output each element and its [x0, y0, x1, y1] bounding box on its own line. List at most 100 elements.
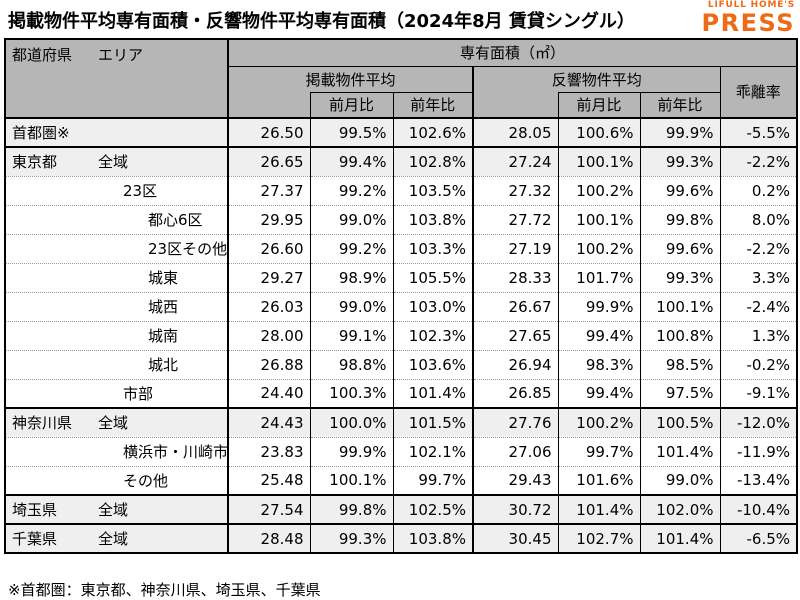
press-logo: LIFULL HOME'S PRESS — [702, 0, 795, 36]
area-label: 全域 — [98, 530, 129, 548]
listed-mom-cell: 99.9% — [309, 436, 394, 466]
deviation-cell: -10.4% — [719, 494, 798, 524]
deviation-cell: -13.4% — [719, 465, 798, 495]
table-row: 神奈川県 全域 24.43 100.0% 101.5% 27.76 100.2% … — [4, 407, 798, 437]
header-response-mom: 前月比 — [557, 91, 641, 119]
response-avg-cell: 28.33 — [472, 262, 559, 292]
response-mom-cell: 102.7% — [557, 523, 641, 553]
listed-yoy-cell: 103.8% — [392, 523, 474, 553]
response-mom-cell: 99.7% — [557, 436, 641, 466]
response-mom-cell: 100.1% — [557, 204, 641, 234]
listed-mom-cell: 99.2% — [309, 175, 394, 205]
area-label: 23区その他 — [148, 240, 228, 258]
header-row-1: 都道府県 エリア 専有面積（㎡） — [4, 38, 798, 119]
table-row: 城東 29.27 98.9% 105.5% 28.33 101.7% 99.3%… — [4, 262, 798, 292]
table-row: 横浜市・川崎市 23.83 99.9% 102.1% 27.06 99.7% 1… — [4, 436, 798, 466]
response-yoy-cell: 100.5% — [639, 407, 721, 437]
deviation-cell: -5.5% — [719, 117, 798, 147]
listed-avg-cell: 26.60 — [227, 233, 311, 263]
response-mom-cell: 100.2% — [557, 233, 641, 263]
listed-avg-cell: 26.65 — [227, 146, 311, 176]
prefecture-label: 神奈川県 — [12, 414, 73, 433]
area-cell: 城北 — [4, 349, 229, 379]
listed-avg-cell: 24.43 — [227, 407, 311, 437]
data-table-container: 都道府県 エリア 専有面積（㎡） 掲載物件平均 反響物件平均 乖離率 前月比 前年… — [4, 38, 799, 554]
response-avg-cell: 26.85 — [472, 378, 559, 408]
area-label: 横浜市・川崎市 — [123, 443, 228, 461]
area-cell: 神奈川県 全域 — [4, 407, 229, 437]
area-cell: 市部 — [4, 378, 229, 408]
header-listed-yoy: 前年比 — [392, 91, 474, 119]
listed-yoy-cell: 103.3% — [392, 233, 474, 263]
deviation-cell: -12.0% — [719, 407, 798, 437]
listed-avg-cell: 26.88 — [227, 349, 311, 379]
response-yoy-cell: 99.0% — [639, 465, 721, 495]
response-avg-cell: 26.67 — [472, 291, 559, 321]
deviation-cell: -11.9% — [719, 436, 798, 466]
logo-brand-text: LIFULL HOME'S — [707, 0, 795, 10]
response-yoy-cell: 99.8% — [639, 204, 721, 234]
listed-avg-cell: 29.95 — [227, 204, 311, 234]
area-cell: 横浜市・川崎市 — [4, 436, 229, 466]
deviation-cell: -2.2% — [719, 233, 798, 263]
listed-yoy-cell: 102.5% — [392, 494, 474, 524]
deviation-cell: 3.3% — [719, 262, 798, 292]
prefecture-label: 埼玉県 — [12, 501, 58, 519]
header-area-label: エリア — [98, 46, 144, 64]
table-row: 埼玉県 全域 27.54 99.8% 102.5% 30.72 101.4% 10… — [4, 494, 798, 524]
response-yoy-cell: 99.3% — [639, 262, 721, 292]
header-response-group: 反響物件平均 — [472, 65, 721, 92]
listed-yoy-cell: 105.5% — [392, 262, 474, 292]
header-listed-mom: 前月比 — [309, 91, 394, 119]
response-yoy-cell: 99.3% — [639, 146, 721, 176]
area-label: 全域 — [98, 153, 129, 172]
response-yoy-cell: 99.6% — [639, 175, 721, 205]
listed-mom-cell: 99.5% — [309, 117, 394, 147]
response-mom-cell: 99.4% — [557, 320, 641, 350]
area-label: 市部 — [123, 384, 154, 403]
listed-yoy-cell: 103.6% — [392, 349, 474, 379]
area-cell: 城南 — [4, 320, 229, 350]
listed-mom-cell: 98.8% — [309, 349, 394, 379]
response-yoy-cell: 99.6% — [639, 233, 721, 263]
listed-avg-cell: 26.50 — [227, 117, 311, 147]
header-prefecture-area: 都道府県 エリア — [4, 38, 229, 119]
header-response-yoy: 前年比 — [639, 91, 721, 119]
area-cell: 首都圏※ — [4, 117, 229, 147]
response-avg-cell: 27.24 — [472, 146, 559, 176]
header-row-3: 前月比 前年比 前月比 前年比 — [5, 91, 797, 119]
response-avg-cell: 27.32 — [472, 175, 559, 205]
table-row: 23区 27.37 99.2% 103.5% 27.32 100.2% 99.6… — [4, 175, 798, 205]
listed-yoy-cell: 103.0% — [392, 291, 474, 321]
footnote: ※首都圏：東京都、神奈川県、埼玉県、千葉県 — [8, 581, 321, 599]
area-cell: 23区その他 — [4, 233, 229, 263]
prefecture-label: 千葉県 — [12, 530, 58, 548]
response-avg-cell: 27.19 — [472, 233, 559, 263]
area-label: 全域 — [98, 414, 129, 433]
response-yoy-cell: 102.0% — [639, 494, 721, 524]
header-row-2: 掲載物件平均 反響物件平均 乖離率 — [5, 65, 798, 119]
area-label: 城南 — [148, 327, 179, 345]
listed-avg-cell: 23.83 — [227, 436, 311, 466]
response-avg-cell: 30.45 — [472, 523, 559, 553]
response-yoy-cell: 101.4% — [639, 436, 721, 466]
response-mom-cell: 100.6% — [557, 117, 641, 147]
response-avg-cell: 28.05 — [472, 117, 559, 147]
area-cell: 千葉県 全域 — [4, 523, 229, 553]
listed-mom-cell: 100.0% — [309, 407, 394, 437]
header-response-avg-blank — [472, 92, 559, 119]
table-header: 都道府県 エリア 専有面積（㎡） 掲載物件平均 反響物件平均 乖離率 前月比 前年… — [4, 38, 798, 119]
deviation-cell: 1.3% — [719, 320, 798, 350]
table-row: 都心6区 29.95 99.0% 103.8% 27.72 100.1% 99.… — [4, 204, 798, 234]
response-yoy-cell: 100.8% — [639, 320, 721, 350]
listed-yoy-cell: 101.4% — [392, 378, 474, 408]
header-listed-avg-blank — [227, 92, 311, 119]
deviation-cell: 0.2% — [719, 175, 798, 205]
area-label: 城東 — [148, 269, 179, 287]
listed-avg-cell: 26.03 — [227, 291, 311, 321]
response-mom-cell: 101.6% — [557, 465, 641, 495]
listed-yoy-cell: 99.7% — [392, 465, 474, 495]
listed-avg-cell: 29.27 — [227, 262, 311, 292]
response-yoy-cell: 98.5% — [639, 349, 721, 379]
table-row: 千葉県 全域 28.48 99.3% 103.8% 30.45 102.7% 10… — [4, 523, 798, 553]
